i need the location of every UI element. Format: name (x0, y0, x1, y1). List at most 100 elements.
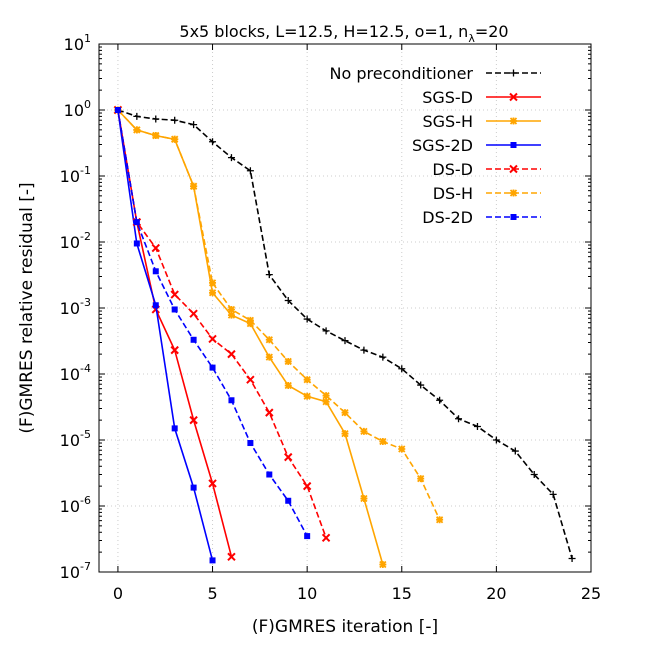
data-point (227, 311, 236, 319)
legend-item: DS-2D (422, 208, 541, 227)
legend-item: SGS-2D (412, 136, 541, 155)
data-point (246, 375, 255, 384)
series-line (117, 109, 573, 559)
data-point (152, 115, 160, 123)
data-point (208, 279, 217, 287)
data-point (303, 392, 311, 400)
data-point (133, 112, 141, 120)
series-sgs-2d (114, 107, 216, 564)
data-point (417, 381, 425, 389)
data-point (284, 452, 293, 462)
legend-label: SGS-D (422, 88, 473, 107)
data-point (322, 398, 330, 406)
y-axis-label: (F)GMRES relative residual [-] (17, 182, 37, 433)
data-point (246, 316, 255, 324)
legend-marker (509, 164, 518, 174)
data-point (511, 447, 519, 455)
x-axis-label: (F)GMRES iteration [-] (252, 617, 438, 637)
y-tick-label: 10-7 (60, 560, 91, 582)
y-tick-label: 100 (64, 98, 91, 120)
data-point (133, 240, 140, 247)
data-point (189, 182, 198, 190)
legend-item: DS-H (433, 184, 541, 203)
data-point (190, 484, 197, 491)
data-point (208, 334, 217, 344)
data-point (284, 357, 292, 366)
data-point (302, 481, 312, 491)
data-point (171, 135, 179, 143)
data-point (227, 154, 235, 162)
legend: No preconditioner SGS-D SGS-H SGS-2D DS-D DS-… (330, 64, 541, 227)
chart-title-tail: =20 (475, 22, 509, 41)
chart-title-sub: λ (468, 32, 475, 45)
x-tick-label: 20 (486, 584, 506, 603)
data-point (284, 296, 292, 304)
data-point (322, 392, 330, 400)
data-point (379, 437, 387, 446)
legend-label: SGS-H (422, 112, 473, 131)
data-point (151, 243, 160, 253)
data-point (171, 306, 178, 313)
legend-label: No preconditioner (330, 64, 474, 83)
data-point (152, 131, 160, 140)
data-point (227, 349, 236, 359)
data-point (209, 364, 216, 371)
legend-marker (510, 214, 517, 220)
chart-title-main: 5x5 blocks, L=12.5, H=12.5, o=1, n (179, 22, 468, 41)
data-point (303, 315, 311, 323)
data-point (303, 376, 311, 384)
data-point (208, 289, 217, 297)
data-point (190, 121, 198, 129)
data-point (398, 445, 406, 453)
chart-title: 5x5 blocks, L=12.5, H=12.5, o=1, nλ=20 (179, 22, 508, 45)
series-layer (113, 105, 576, 569)
legend-marker (510, 69, 517, 77)
data-point (266, 471, 273, 478)
legend-marker (509, 117, 518, 125)
data-point (435, 516, 444, 524)
data-point (133, 219, 140, 226)
data-point (228, 397, 235, 404)
data-point (114, 107, 121, 113)
y-tick-label: 10-3 (60, 296, 91, 318)
data-point (265, 336, 273, 344)
data-point (208, 479, 217, 488)
data-point (379, 560, 387, 569)
data-point (436, 396, 444, 404)
legend-label: DS-D (432, 160, 473, 179)
x-tick-label: 25 (581, 584, 601, 603)
series-no-preconditioner (114, 106, 576, 563)
series-ds-d (113, 105, 331, 542)
data-point (171, 425, 178, 432)
data-point (379, 353, 387, 361)
data-point (171, 116, 179, 124)
legend-label: DS-H (433, 184, 473, 203)
data-point (209, 138, 217, 146)
series-ds-2d (114, 107, 311, 540)
legend-item: No preconditioner (330, 64, 541, 83)
x-tick-label: 15 (392, 584, 412, 603)
data-point (170, 345, 179, 355)
legend-marker (510, 142, 517, 148)
series-sgs-d (113, 105, 236, 561)
legend-marker (509, 189, 518, 197)
series-line (117, 109, 308, 537)
data-point (227, 305, 236, 314)
data-point (398, 365, 406, 373)
series-line (117, 109, 441, 521)
legend-marker (509, 92, 518, 102)
data-point (284, 381, 292, 390)
data-point (209, 557, 216, 564)
data-point (473, 423, 481, 431)
data-point (170, 290, 179, 299)
y-tick-label: 10-1 (60, 164, 91, 186)
data-point (341, 429, 349, 438)
x-tick-label: 10 (297, 584, 317, 603)
data-point (568, 555, 576, 563)
data-point (417, 474, 425, 483)
data-point (189, 309, 198, 318)
x-tick-label: 0 (113, 584, 123, 603)
legend-item: SGS-D (422, 88, 541, 107)
data-point (341, 408, 349, 417)
